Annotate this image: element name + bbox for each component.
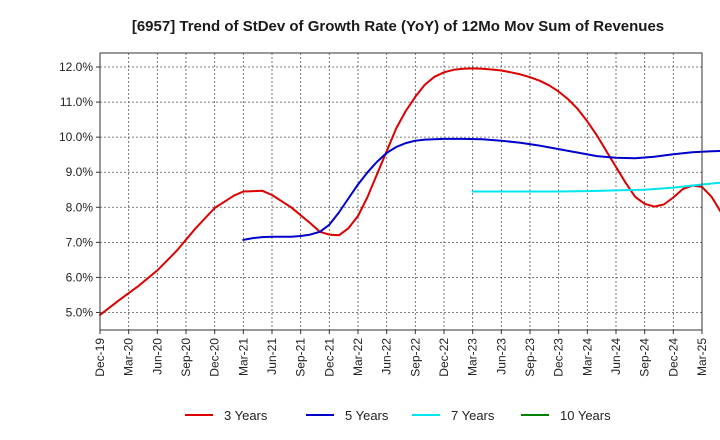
x-tick-label: Dec-20	[208, 338, 222, 377]
x-tick-label: Mar-23	[466, 338, 480, 376]
y-tick-label: 8.0%	[66, 200, 94, 214]
y-tick-label: 11.0%	[60, 95, 93, 109]
legend-label-5-years: 5 Years	[345, 408, 389, 423]
plot-frame	[99, 52, 703, 331]
x-tick-label: Sep-22	[408, 338, 422, 377]
x-tick-label: Mar-24	[580, 338, 594, 376]
x-tick-label: Sep-24	[638, 338, 652, 377]
legend-label-10-years: 10 Years	[560, 408, 611, 423]
series-line-3-years	[99, 67, 720, 316]
series-line-7-years	[471, 181, 720, 193]
x-tick-label: Jun-23	[494, 338, 508, 375]
y-tick-label: 7.0%	[66, 235, 94, 249]
y-tick-label: 5.0%	[66, 305, 94, 319]
x-tick-label: Jun-24	[609, 338, 623, 375]
y-tick-label: 10.0%	[59, 130, 93, 144]
y-tick-label: 12.0%	[59, 60, 93, 74]
x-tick-label: Mar-21	[236, 338, 250, 376]
x-tick-label: Dec-24	[666, 338, 680, 377]
x-tick-label: Sep-23	[523, 338, 537, 377]
series-lines	[99, 67, 720, 316]
x-tick-label: Jun-21	[265, 338, 279, 375]
x-tick-label: Sep-20	[179, 338, 193, 377]
x-tick-label: Mar-22	[351, 338, 365, 376]
x-tick-label: Dec-22	[437, 338, 451, 377]
x-tick-label: Dec-21	[322, 338, 336, 377]
legend-label-3-years: 3 Years	[224, 408, 268, 423]
x-axis: Dec-19 Mar-20 Jun-20 Sep-20 Dec-20 Mar-21 Jun-…	[93, 330, 709, 377]
legend: 3 Years 5 Years 7 Years 10 Years	[185, 408, 611, 423]
y-tick-label: 6.0%	[66, 270, 94, 284]
x-tick-label: Mar-20	[122, 338, 136, 376]
x-tick-label: Dec-23	[552, 338, 566, 377]
x-tick-label: Dec-19	[93, 338, 107, 377]
y-axis: 5.0% 6.0% 7.0% 8.0% 9.0% 10.0% 11.0% 12.0%	[59, 60, 100, 319]
x-tick-label: Sep-21	[294, 338, 308, 377]
series-line-5-years	[242, 137, 720, 241]
x-tick-label: Mar-25	[695, 338, 709, 376]
grid-lines	[99, 53, 703, 330]
chart-title: [6957] Trend of StDev of Growth Rate (Yo…	[132, 18, 664, 35]
y-tick-label: 9.0%	[66, 165, 94, 179]
x-tick-label: Jun-20	[150, 338, 164, 375]
legend-label-7-years: 7 Years	[451, 408, 495, 423]
x-tick-label: Jun-22	[380, 338, 394, 375]
